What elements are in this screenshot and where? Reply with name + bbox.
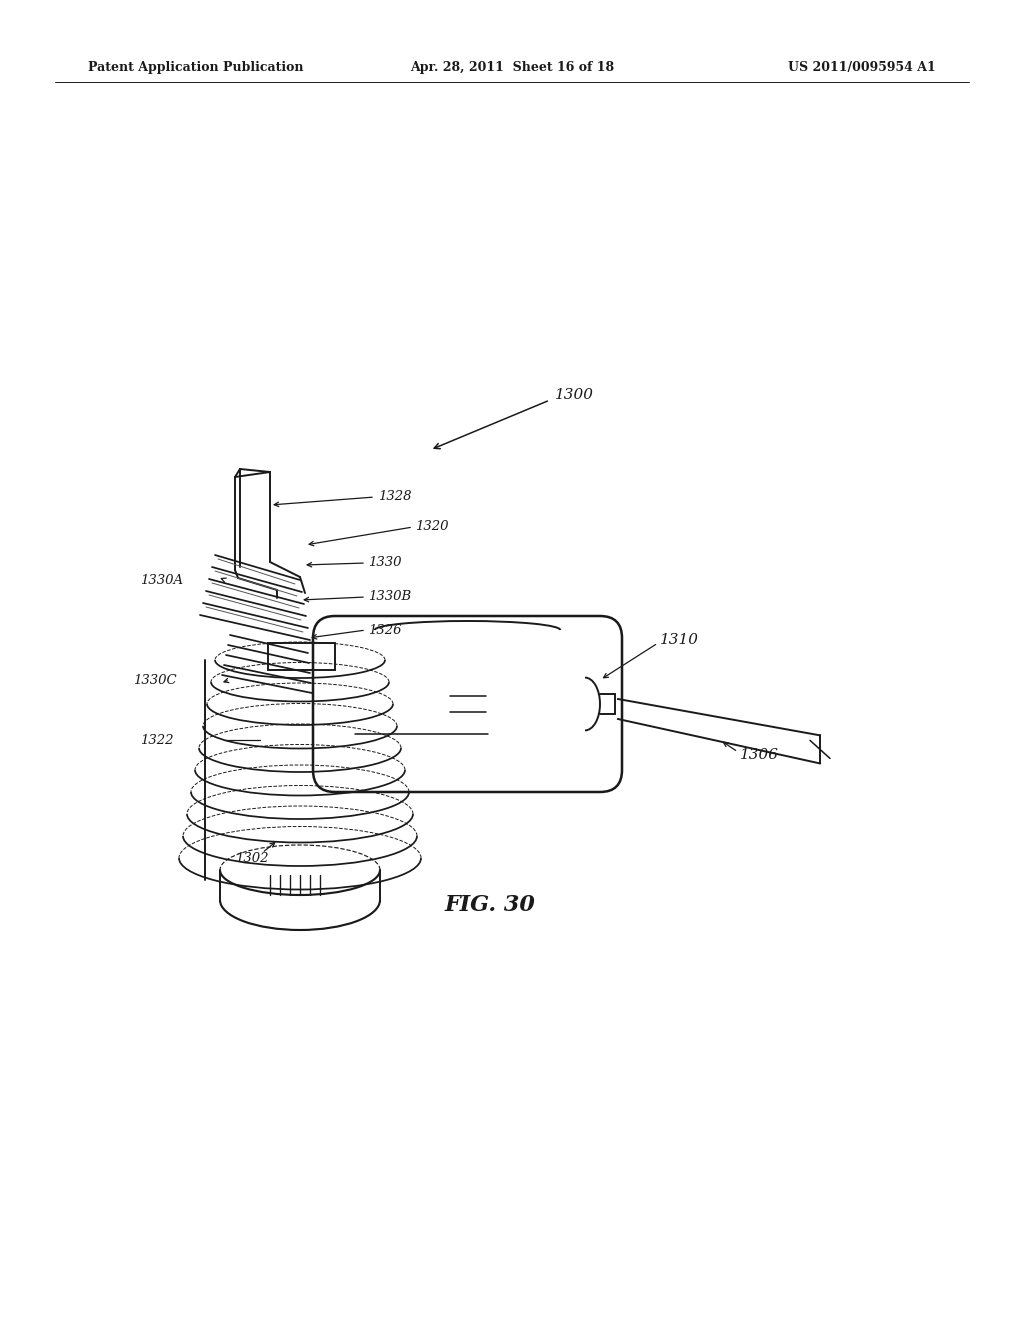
Text: 1328: 1328 (378, 491, 412, 503)
Text: 1322: 1322 (140, 734, 173, 747)
Text: 1300: 1300 (555, 388, 594, 403)
Text: Apr. 28, 2011  Sheet 16 of 18: Apr. 28, 2011 Sheet 16 of 18 (410, 62, 614, 74)
Text: US 2011/0095954 A1: US 2011/0095954 A1 (788, 62, 936, 74)
Text: Patent Application Publication: Patent Application Publication (88, 62, 303, 74)
Text: 1320: 1320 (415, 520, 449, 533)
Text: 1310: 1310 (660, 634, 699, 647)
Text: 1330: 1330 (368, 557, 401, 569)
Text: 1306: 1306 (740, 748, 779, 762)
Text: 1330A: 1330A (140, 573, 183, 586)
Text: 1326: 1326 (368, 623, 401, 636)
Text: 1330B: 1330B (368, 590, 412, 603)
Text: 1302: 1302 (234, 851, 268, 865)
Text: FIG. 30: FIG. 30 (445, 894, 536, 916)
Text: 1330C: 1330C (133, 673, 176, 686)
